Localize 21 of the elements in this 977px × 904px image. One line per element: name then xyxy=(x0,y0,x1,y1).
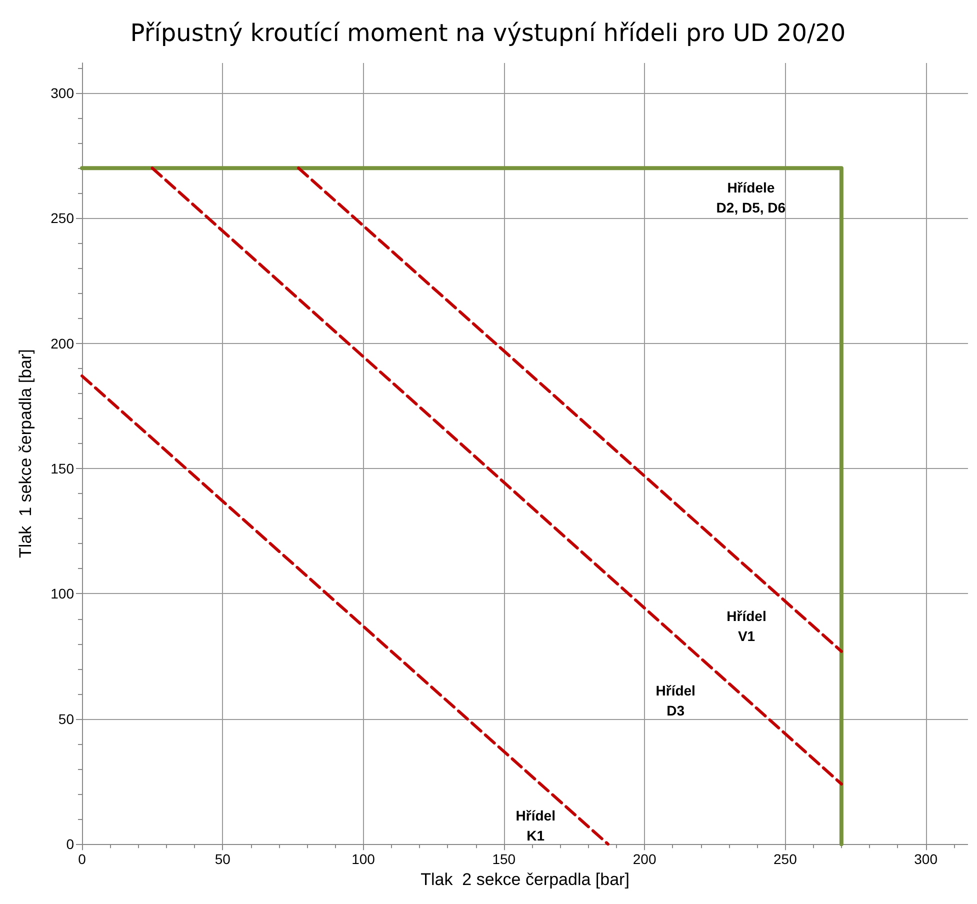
chart-title: Přípustný kroutící moment na výstupní hřídeli pro UD 20/20 xyxy=(130,19,846,47)
x-tick-label: 100 xyxy=(352,851,376,868)
y-tick-label: 0 xyxy=(66,836,74,852)
x-tick-label: 0 xyxy=(78,851,86,868)
y-tick-label: 200 xyxy=(50,335,74,352)
x-tick-label: 250 xyxy=(773,851,798,868)
y-tick-label: 150 xyxy=(50,460,74,477)
y-axis-title: Tlak 1 sekce čerpadla [bar] xyxy=(16,349,35,558)
x-tick-label: 300 xyxy=(914,851,938,868)
x-tick-label: 150 xyxy=(492,851,516,868)
annotation: Hřídel V1 xyxy=(726,608,766,644)
y-tick-label: 300 xyxy=(50,85,74,102)
x-axis-title: Tlak 2 sekce čerpadla [bar] xyxy=(420,870,630,889)
y-tick-label: 100 xyxy=(50,586,74,602)
y-tick-label: 50 xyxy=(58,710,74,727)
y-tick-label: 250 xyxy=(50,210,74,226)
annotation: Hřídel D3 xyxy=(656,682,696,718)
annotation: Hřídel K1 xyxy=(516,807,556,844)
x-tick-label: 200 xyxy=(632,851,656,868)
annotation: Hřídele D2, D5, D6 xyxy=(716,180,786,216)
x-tick-label: 50 xyxy=(214,851,231,868)
